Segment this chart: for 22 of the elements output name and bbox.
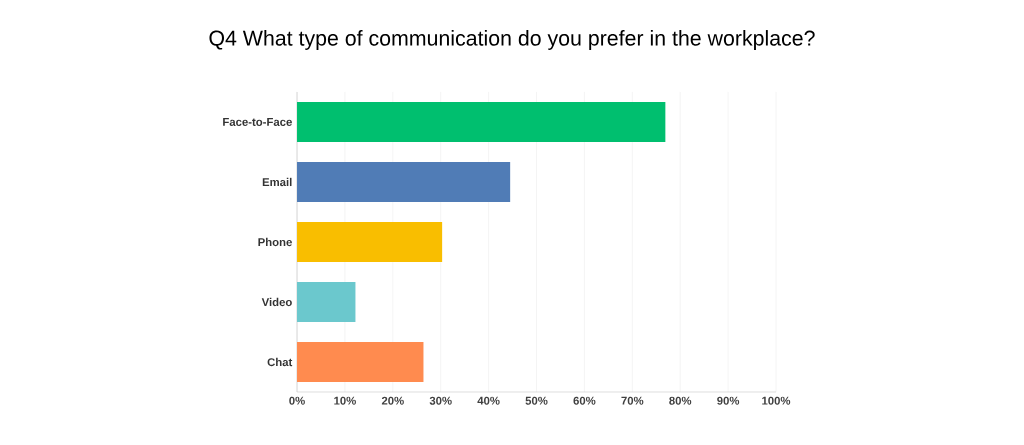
y-tick-label: Email xyxy=(262,177,292,187)
y-tick-label: Chat xyxy=(267,357,293,367)
x-tick-label: 30% xyxy=(429,396,452,405)
x-tick-label: 70% xyxy=(621,396,644,405)
x-tick-label: 0% xyxy=(289,396,305,405)
bar xyxy=(297,341,424,382)
x-tick-label: 80% xyxy=(669,396,692,405)
x-tick-label: 60% xyxy=(573,396,596,405)
x-tick-label: 20% xyxy=(381,396,404,405)
bar xyxy=(297,221,443,262)
bar xyxy=(297,101,666,142)
y-tick-label: Phone xyxy=(258,237,292,247)
x-tick-label: 50% xyxy=(525,396,548,405)
y-tick-label: Face-to-Face xyxy=(223,118,292,126)
chart-title: Q4 What type of communication do you prefer in the workplace? xyxy=(209,30,815,50)
x-tick-label: 40% xyxy=(477,396,500,405)
y-tick-label: Video xyxy=(261,297,292,307)
x-tick-label: 10% xyxy=(334,396,356,405)
bar xyxy=(297,161,511,202)
x-tick-label: 100% xyxy=(762,396,791,405)
bar xyxy=(297,281,356,322)
x-tick-label: 90% xyxy=(717,396,740,405)
